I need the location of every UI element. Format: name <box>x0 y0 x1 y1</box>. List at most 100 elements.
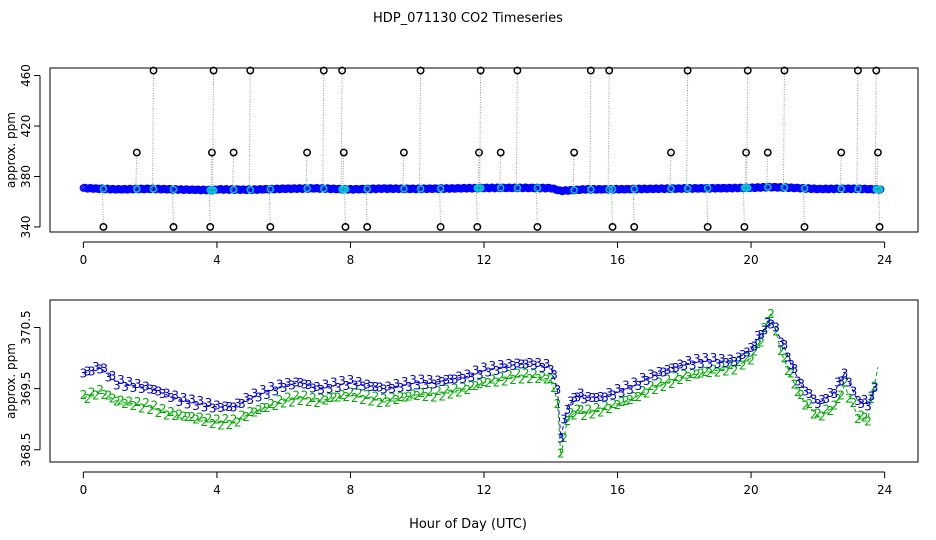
series-marker: 2 <box>393 393 401 407</box>
series-marker: 2 <box>209 417 217 431</box>
series-marker: 3 <box>791 362 799 376</box>
y-axis-label: approx. ppm <box>4 112 18 188</box>
series-marker: 2 <box>806 397 814 411</box>
series-marker: 2 <box>701 365 709 379</box>
series-marker: 3 <box>534 356 542 370</box>
spike-point <box>533 223 542 231</box>
spike-point <box>496 148 505 157</box>
spike-base-point <box>587 185 595 194</box>
series-marker: 2 <box>854 412 862 426</box>
series-marker: 3 <box>422 378 430 392</box>
x-axis-label: Hour of Day (UTC) <box>409 517 527 532</box>
plot-frame <box>49 299 919 463</box>
y-tick-label: 460 <box>19 64 33 87</box>
series-marker: 2 <box>550 381 558 395</box>
spike-point <box>206 223 215 231</box>
series-marker: 3 <box>100 362 108 376</box>
series-marker: 3 <box>117 373 125 387</box>
series-marker: 2 <box>363 388 371 402</box>
series-marker: 3 <box>781 338 789 352</box>
series-marker: 3 <box>130 381 138 395</box>
x-tick-label: 16 <box>610 483 625 497</box>
series-marker: 3 <box>251 387 259 401</box>
series-marker: 2 <box>159 402 167 416</box>
series-marker: 3 <box>593 391 601 405</box>
spike-point <box>513 66 522 75</box>
spike-base-point <box>416 185 425 193</box>
series-marker: 3 <box>850 385 858 399</box>
series-marker: 3 <box>585 390 593 404</box>
spike-point <box>436 223 445 231</box>
spike-base-point <box>209 186 218 194</box>
series-marker: 3 <box>317 383 325 397</box>
series-marker: 2 <box>593 401 601 415</box>
series-marker: 2 <box>305 395 313 409</box>
spike-point <box>416 66 425 75</box>
series-marker: 3 <box>722 356 730 370</box>
series-marker: 3 <box>447 372 455 386</box>
spike-point <box>339 148 348 157</box>
series-marker: 2 <box>489 372 497 386</box>
series-marker: 3 <box>530 359 538 373</box>
series-marker: 3 <box>226 400 234 414</box>
spike-line <box>744 152 747 188</box>
spike-line <box>766 152 769 188</box>
series-marker: 2 <box>871 379 879 393</box>
series-marker: 2 <box>438 389 446 403</box>
spike-point <box>338 66 347 75</box>
series-marker: 3 <box>292 375 300 389</box>
series-line <box>83 320 879 438</box>
series-marker: 2 <box>693 367 701 381</box>
series-marker: 3 <box>777 335 785 349</box>
series-marker: 2 <box>574 402 582 416</box>
series-marker: 2 <box>213 412 221 426</box>
series-marker: 3 <box>660 366 668 380</box>
spike-point <box>837 148 846 157</box>
series-marker: 2 <box>626 393 634 407</box>
x-tick-label: 0 <box>80 483 88 497</box>
series-marker: 2 <box>794 385 802 399</box>
series-marker: 3 <box>171 389 179 403</box>
spike-line <box>782 70 785 188</box>
series-marker: 3 <box>397 381 405 395</box>
series-marker: 2 <box>463 383 471 397</box>
series-marker: 3 <box>489 359 497 373</box>
spike-base-point <box>854 185 862 193</box>
spike-line <box>839 152 842 189</box>
series-marker: 2 <box>276 393 284 407</box>
series-marker: 2 <box>405 390 413 404</box>
series-marker: 3 <box>205 396 213 410</box>
series-marker: 2 <box>284 390 292 404</box>
series-marker: 3 <box>180 391 188 405</box>
spike-line <box>248 70 251 190</box>
series-marker: 3 <box>577 386 585 400</box>
series-marker: 3 <box>655 365 663 379</box>
spike-point <box>872 66 881 75</box>
spike-base-point <box>266 185 275 193</box>
series-marker: 2 <box>601 399 609 413</box>
series-marker: 2 <box>368 395 376 409</box>
series-marker: 2 <box>672 370 680 384</box>
series-marker: 3 <box>167 391 175 405</box>
series-marker: 2 <box>867 392 875 406</box>
series-marker: 2 <box>497 370 505 384</box>
series-marker: 3 <box>472 364 480 378</box>
series-marker: 2 <box>735 355 743 369</box>
series-marker: 3 <box>443 373 451 387</box>
series-marker: 2 <box>468 379 476 393</box>
series-marker: 3 <box>601 390 609 404</box>
series-marker: 3 <box>647 367 655 381</box>
series-marker: 2 <box>372 389 380 403</box>
series-marker: 3 <box>401 375 409 389</box>
series-marker: 3 <box>797 377 805 391</box>
spike-point <box>853 66 862 75</box>
series-marker: 2 <box>234 415 242 429</box>
series-marker: 3 <box>80 366 88 380</box>
top-panel: 0 4 8 12 16 20 24 340 380 420 460 approx. ppm <box>4 64 919 267</box>
series-marker: 3 <box>718 352 726 366</box>
spike-point <box>363 223 372 231</box>
series-marker: 2 <box>142 396 150 410</box>
series-marker: 2 <box>205 411 213 425</box>
spike-line <box>208 190 211 227</box>
